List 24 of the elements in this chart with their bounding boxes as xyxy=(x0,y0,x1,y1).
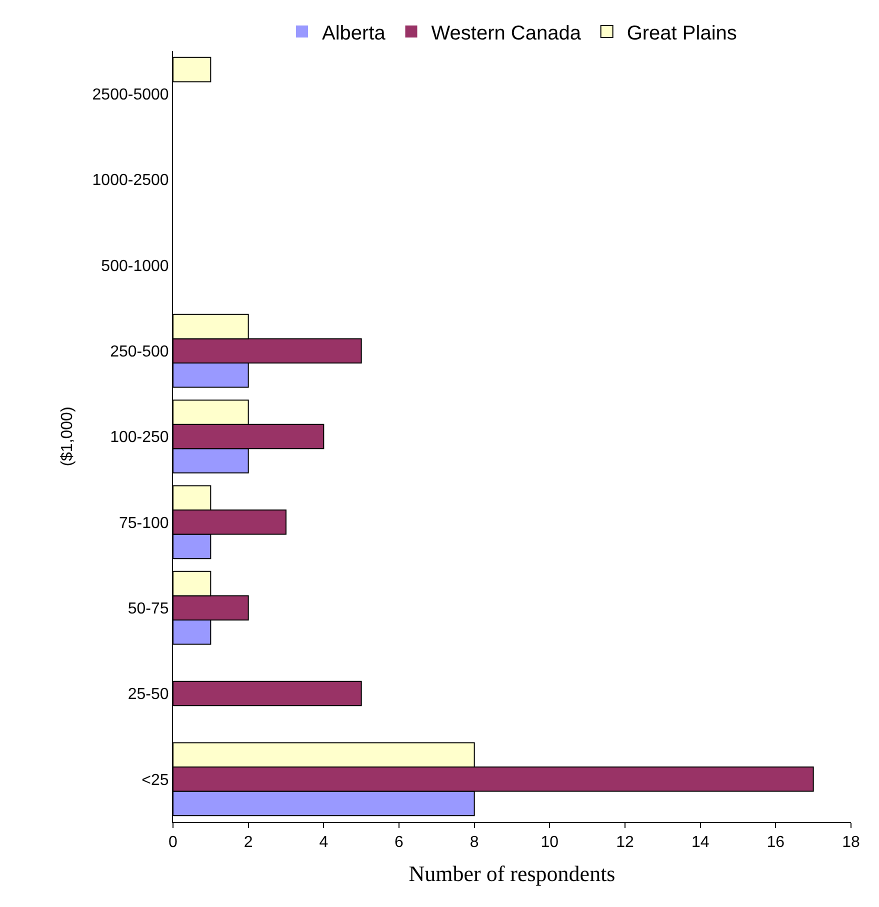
x-tick-label: 2 xyxy=(244,834,253,852)
x-tick-label: 0 xyxy=(168,834,178,852)
x-tick-label: 18 xyxy=(842,834,860,852)
y-tick-label: 500-1000 xyxy=(101,258,169,275)
y-axis-title: ($1,000) xyxy=(59,406,76,466)
y-tick-label: 50-75 xyxy=(128,600,169,618)
y-tick-label: 2500-5000 xyxy=(92,86,169,104)
x-tick-label: 4 xyxy=(319,834,328,852)
y-tick-label: <25 xyxy=(142,772,169,789)
x-tick-label: 14 xyxy=(691,834,710,852)
legend-label: Alberta xyxy=(322,22,386,44)
x-tick-label: 8 xyxy=(470,834,479,852)
y-tick-label: 250-500 xyxy=(110,343,169,360)
x-tick-label: 16 xyxy=(766,834,785,852)
y-tick-label: 100-250 xyxy=(110,429,169,446)
y-tick-label: 75-100 xyxy=(118,514,169,532)
legend-label: Great Plains xyxy=(626,22,737,44)
y-tick-label: 1000-2500 xyxy=(92,172,169,190)
x-tick-label: 6 xyxy=(394,834,404,852)
y-tick-label: 25-50 xyxy=(128,686,169,704)
x-tick-label: 10 xyxy=(540,834,559,852)
x-axis-title: Number of respondents xyxy=(408,861,616,886)
legend-label: Western Canada xyxy=(431,22,582,44)
x-tick-label: 12 xyxy=(616,834,634,852)
